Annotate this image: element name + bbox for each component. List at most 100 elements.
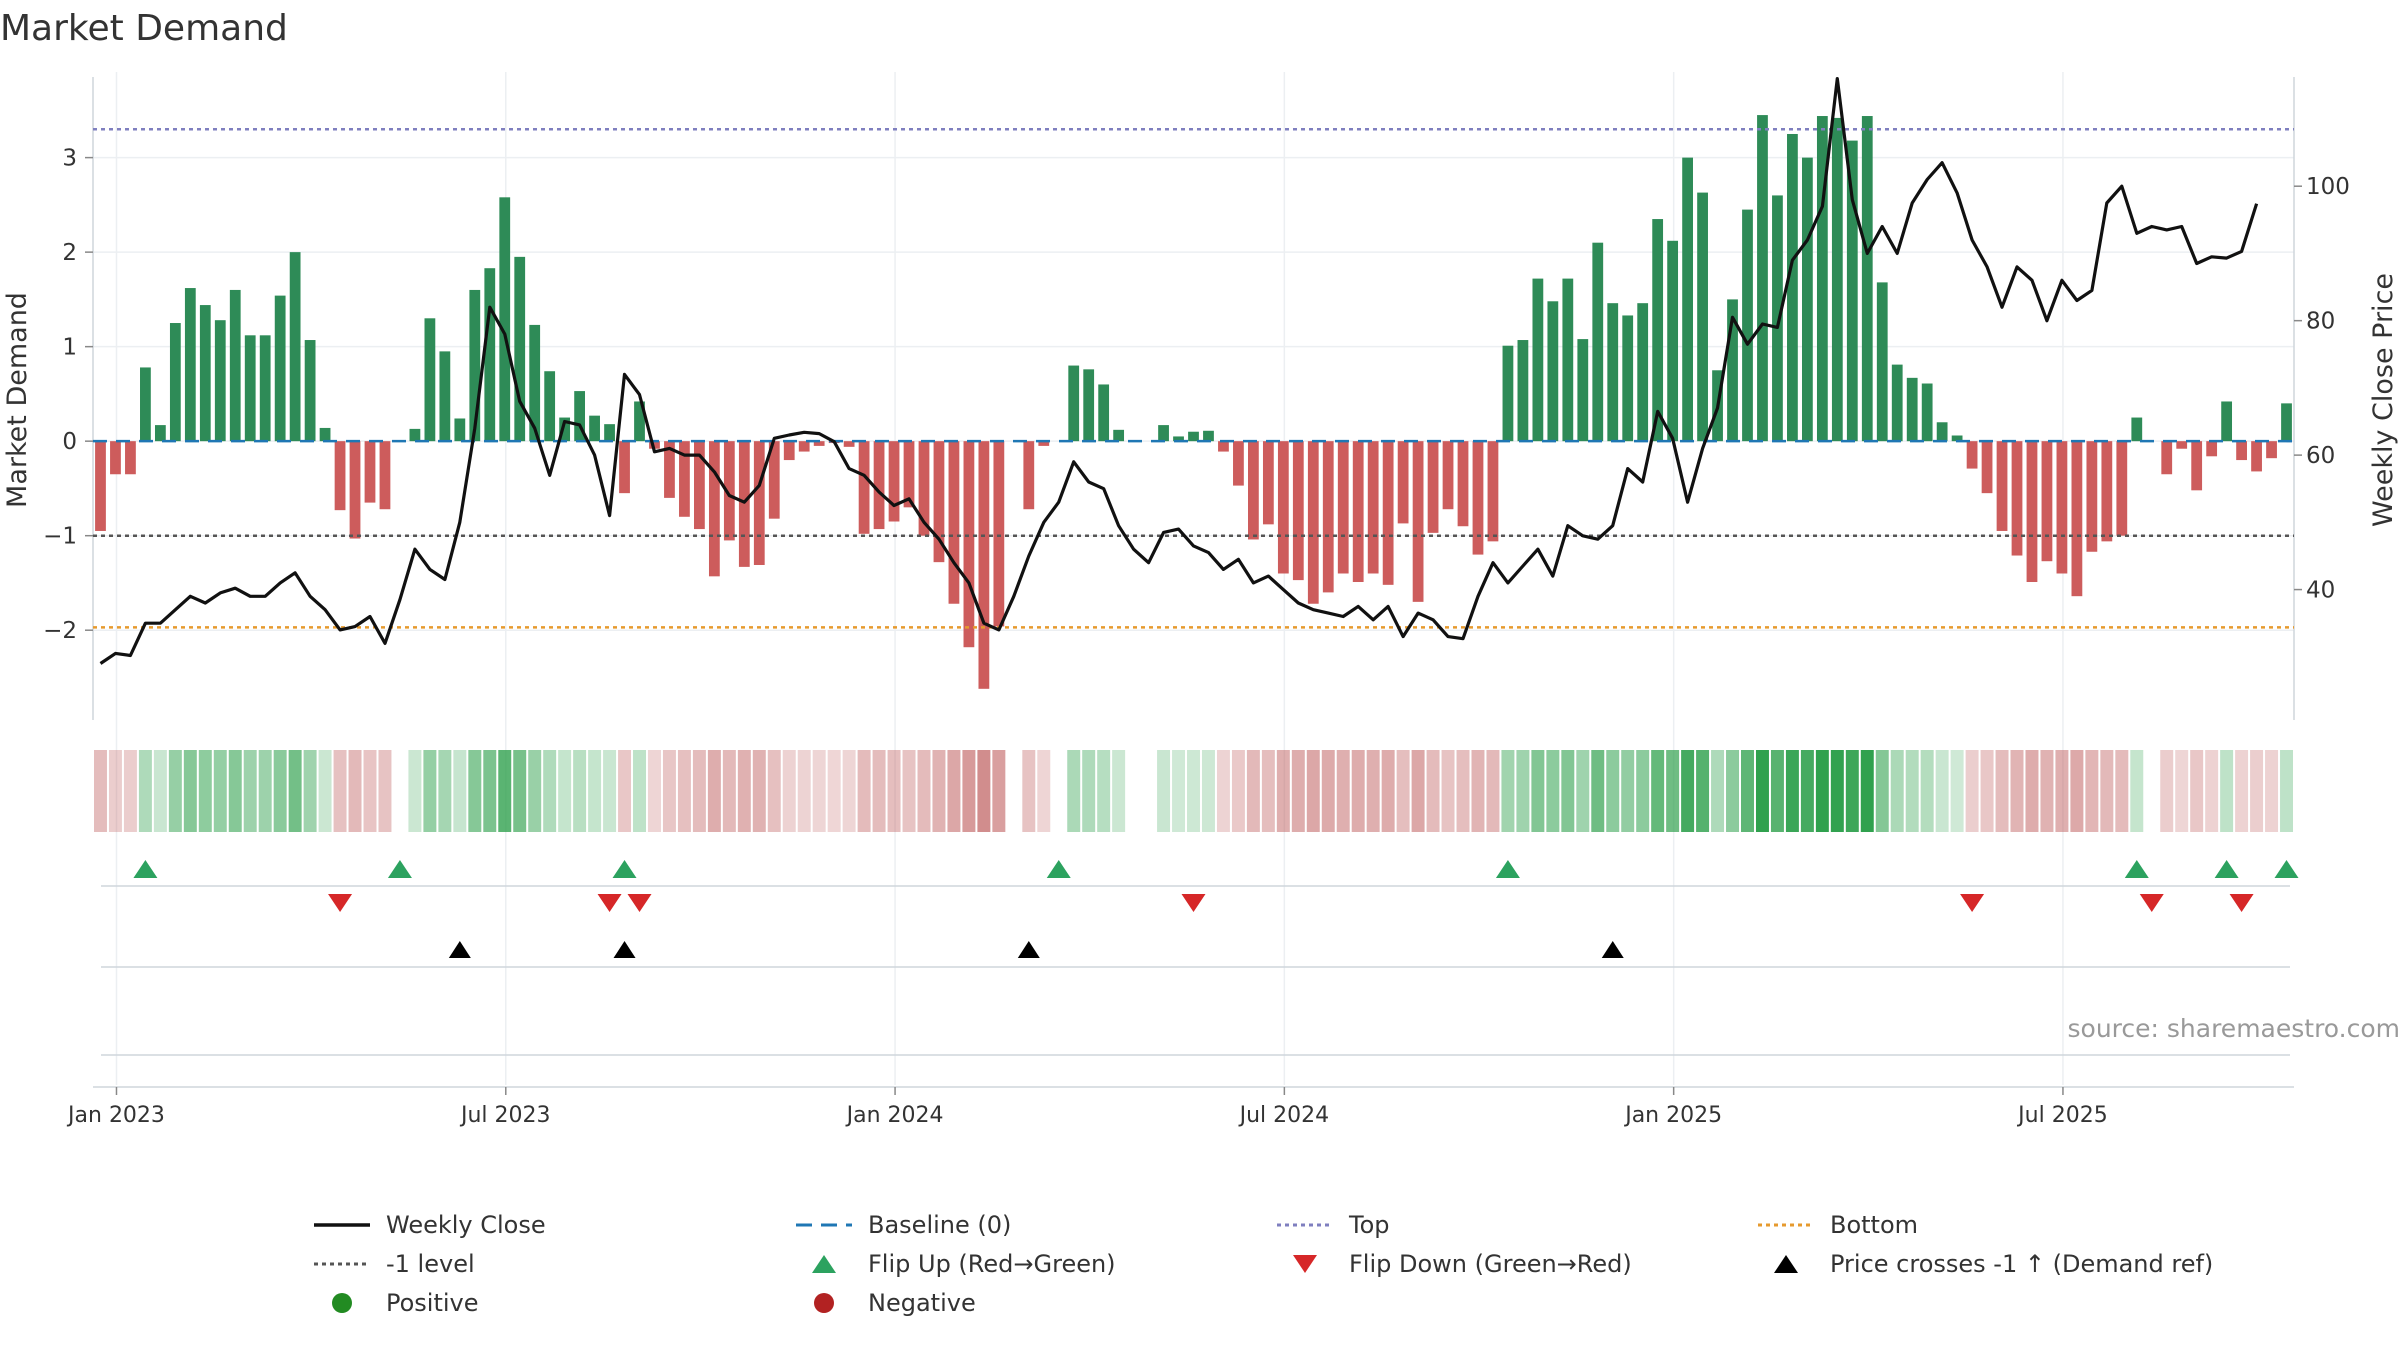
demand-bar [1457,441,1469,527]
demand-bar [2101,441,2113,542]
demand-bar [978,441,990,689]
legend-item: Price crosses -1 ↑ (Demand ref) [1754,1249,2213,1279]
demand-bar [1487,441,1499,542]
demand-bar [169,323,181,442]
weekly-close-line [99,76,2259,665]
flip-down-marker [627,894,652,912]
demand-bar [274,295,286,442]
demand-bar [1307,441,1319,604]
demand-bar [2026,441,2038,583]
heat-cell [2205,750,2219,832]
heat-cell [992,750,1006,832]
demand-bar [514,256,526,442]
demand-bar [1966,441,1978,469]
heat-cell [528,750,542,832]
demand-bar [1936,422,1948,442]
demand-bar [2281,403,2292,442]
demand-bar [1592,242,1604,442]
heat-cell [1800,750,1814,832]
heat-cell [1755,750,1769,832]
heat-cell [2040,750,2054,832]
demand-bar [199,305,211,442]
heat-cell [1666,750,1680,832]
demand-bar [1547,301,1559,442]
heat-cell [2235,750,2249,832]
heat-cell [1381,750,1395,832]
demand-bar [1652,219,1664,442]
demand-bar [1876,282,1888,442]
heat-cell [1576,750,1590,832]
demand-bar [604,424,615,442]
demand-bar [1442,441,1454,510]
heat-cell [1291,750,1305,832]
demand-bar [738,441,750,567]
demand-bar [634,401,645,442]
heat-cell [273,750,287,832]
demand-bar [2191,441,2203,491]
flip-up-marker [133,860,158,878]
heat-cell [378,750,392,832]
demand-bar [319,427,331,442]
heat-cell [872,750,886,832]
demand-bar [574,391,586,442]
heat-cell [1561,750,1575,832]
heat-cell [1456,750,1470,832]
heat-cell [692,750,706,832]
demand-bar [798,441,810,452]
heat-cell [1621,750,1635,832]
heat-cell [123,750,137,832]
demand-bar [559,417,571,442]
heat-cell [1172,750,1186,832]
demand-bar [1607,303,1619,442]
demand-bar [679,441,690,517]
flip-up-marker [612,860,637,878]
legend-item: -1 level [310,1249,475,1279]
heat-cell [498,750,512,832]
heat-cell [1815,750,1829,832]
heat-cell [1875,750,1889,832]
heat-cell [318,750,332,832]
demand-bar [544,371,556,442]
demand-bar [1577,339,1589,442]
price-cross-marker [1017,941,1040,958]
heat-cell [468,750,482,832]
flip-down-marker [597,894,622,912]
heat-cell [153,750,167,832]
heat-cell [603,750,617,832]
flip-down-marker [328,894,353,912]
heat-cell [633,750,646,832]
demand-bar [259,335,271,442]
demand-bar [125,441,136,475]
heat-cell [1770,750,1784,832]
flip-down-marker [2229,894,2254,912]
heat-cell [932,750,946,832]
price-cross-marker [613,941,636,958]
right-tick-label: 80 [2306,309,2335,335]
demand-bar [529,324,541,442]
left-tick-label: −2 [43,618,77,644]
demand-bar [2176,441,2188,449]
heat-cell [1187,750,1200,832]
demand-bar [1233,441,1244,486]
heat-cell [1845,750,1859,832]
heat-cell [1920,750,1934,832]
demand-bar [379,441,391,510]
heat-cell [1606,750,1620,832]
heat-cell [2100,750,2114,832]
heat-cell [2070,750,2084,832]
flip-up-marker [2274,860,2299,878]
legend-symbol [1758,1223,1814,1227]
flip-up-marker [1495,860,1520,878]
demand-bar [1427,441,1439,533]
demand-bar [95,441,106,531]
heat-cell [108,750,122,832]
demand-bar [963,441,975,648]
flip-down-marker [2139,894,2164,912]
heat-cell [1067,750,1081,832]
demand-bar [2221,401,2233,442]
legend-label: Price crosses -1 ↑ (Demand ref) [1830,1250,2214,1278]
demand-bar [723,441,735,541]
heat-cell [902,750,916,832]
heat-cell [2010,750,2024,832]
heat-cell [782,750,796,832]
